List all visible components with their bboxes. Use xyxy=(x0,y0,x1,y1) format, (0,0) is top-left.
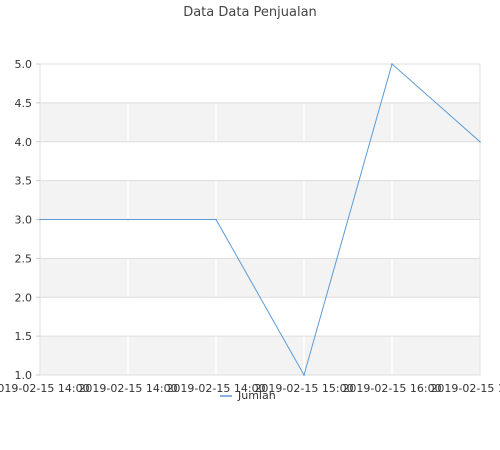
y-tick-label: 2.0 xyxy=(15,291,33,304)
chart-title: Data Data Penjualan xyxy=(183,5,317,20)
x-tick-label: 2019-02-15 15:00 xyxy=(254,382,353,395)
data-point xyxy=(39,218,41,221)
data-point xyxy=(391,63,393,65)
series-line-jumlah xyxy=(40,63,481,377)
y-tick-label: 3.0 xyxy=(15,214,33,227)
x-tick-label: 2019-02-15 14:00 xyxy=(0,382,90,395)
plot-band xyxy=(40,336,480,375)
plot-band xyxy=(40,180,480,220)
plot-band xyxy=(40,258,480,298)
y-tick-label: 3.5 xyxy=(15,175,33,188)
y-tick-label: 1.0 xyxy=(15,369,33,382)
plot-band xyxy=(40,102,480,142)
data-point xyxy=(303,374,305,376)
legend[interactable]: Jumlah xyxy=(220,389,276,402)
plot-bands xyxy=(40,102,480,375)
y-tick-label: 1.5 xyxy=(15,330,33,343)
y-tick-label: 4.0 xyxy=(15,136,33,149)
data-point xyxy=(127,218,129,221)
y-tick-label: 4.5 xyxy=(15,97,33,110)
series-layer xyxy=(39,63,481,377)
x-tick-label: 2019-02-15 14:00 xyxy=(78,382,177,395)
y-tick-label: 2.5 xyxy=(15,252,33,265)
legend-label: Jumlah xyxy=(237,389,276,402)
y-axis-ticks: 1.0 1.5 2.0 2.5 3.0 3.5 4.0 4.5 5.0 xyxy=(15,58,40,382)
data-point xyxy=(215,218,217,221)
y-tick-label: 5.0 xyxy=(15,58,33,71)
x-tick-label: 2019-02-15 16:00 xyxy=(342,382,441,395)
data-point xyxy=(479,140,481,143)
x-tick-label: 2019-02-15 16:00 xyxy=(430,382,500,395)
x-tick-label: 2019-02-15 14:00 xyxy=(166,382,265,395)
